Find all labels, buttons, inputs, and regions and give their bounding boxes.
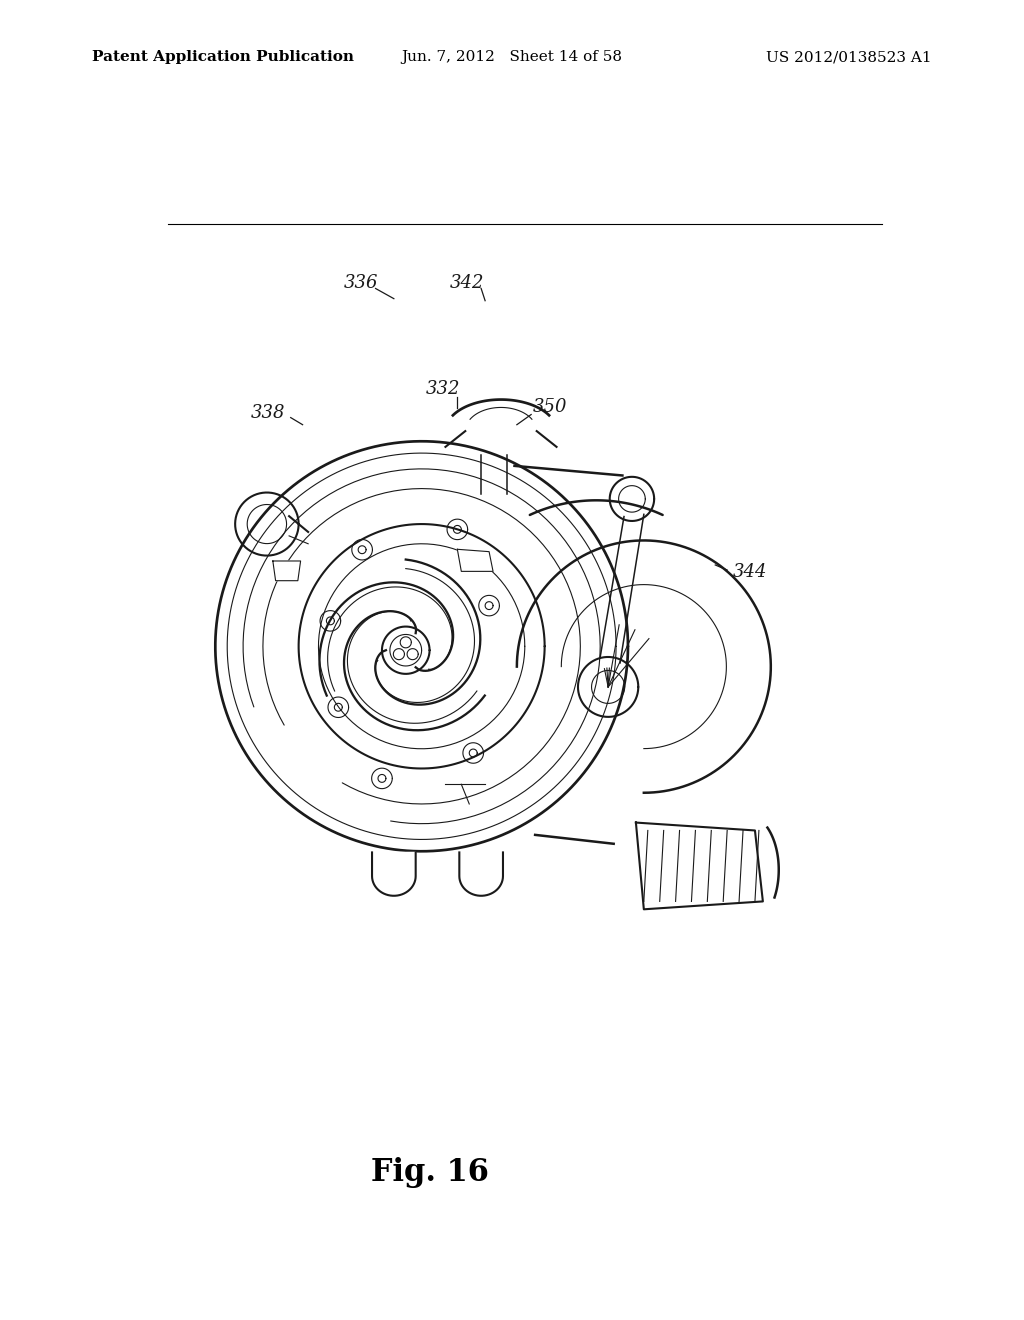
Text: Patent Application Publication: Patent Application Publication	[92, 50, 354, 65]
Text: 338: 338	[251, 404, 286, 421]
Text: 332: 332	[426, 380, 460, 399]
Text: 344: 344	[733, 564, 767, 581]
Text: Fig. 16: Fig. 16	[371, 1156, 489, 1188]
Text: 336: 336	[344, 275, 378, 293]
Polygon shape	[636, 822, 763, 909]
Text: 350: 350	[532, 399, 567, 417]
Text: 342: 342	[450, 275, 484, 293]
Text: US 2012/0138523 A1: US 2012/0138523 A1	[766, 50, 932, 65]
Text: Jun. 7, 2012   Sheet 14 of 58: Jun. 7, 2012 Sheet 14 of 58	[401, 50, 623, 65]
Polygon shape	[460, 853, 503, 896]
Polygon shape	[372, 853, 416, 896]
Polygon shape	[272, 561, 301, 581]
Polygon shape	[458, 549, 494, 572]
